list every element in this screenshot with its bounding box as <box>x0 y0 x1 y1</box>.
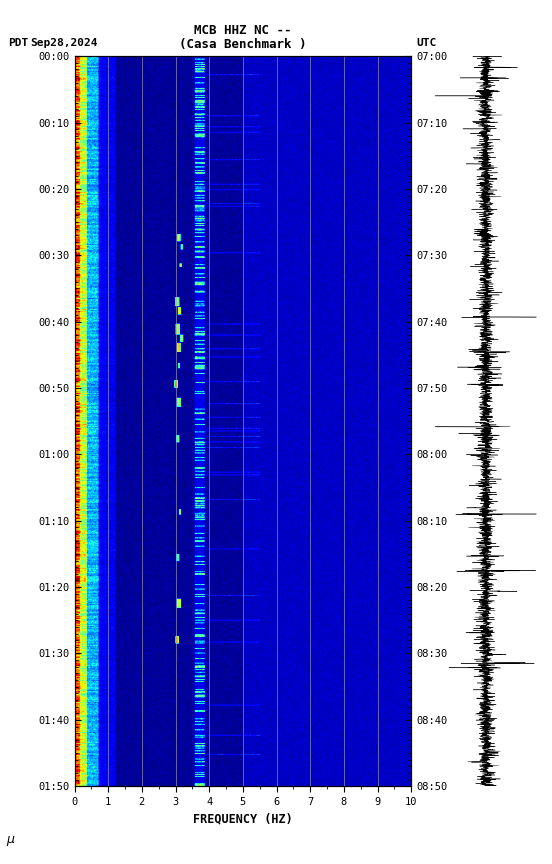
Text: $\mu$: $\mu$ <box>6 835 15 848</box>
Text: UTC: UTC <box>417 38 437 48</box>
X-axis label: FREQUENCY (HZ): FREQUENCY (HZ) <box>193 812 293 825</box>
Text: Sep28,2024: Sep28,2024 <box>30 38 98 48</box>
Text: MCB HHZ NC --: MCB HHZ NC -- <box>194 24 291 37</box>
Text: PDT: PDT <box>8 38 29 48</box>
Text: (Casa Benchmark ): (Casa Benchmark ) <box>179 38 306 51</box>
